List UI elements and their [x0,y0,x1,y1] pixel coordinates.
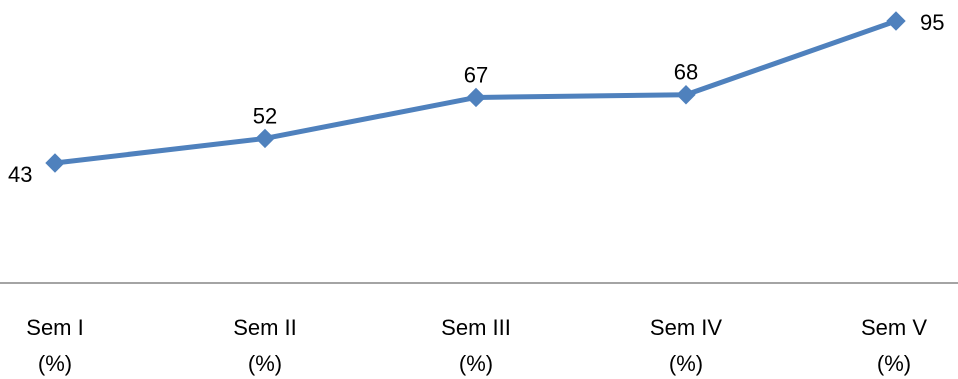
data-point-marker-2 [255,128,275,149]
x-axis-category-labels: Sem I (%) Sem II (%) Sem III (%) Sem IV (%) Sem … [26,315,927,376]
data-point-marker-3 [466,87,486,108]
x-tick-label-3: Sem III [441,315,511,340]
x-tick-unit-1: (%) [38,351,72,376]
data-point-marker-5 [886,11,906,31]
data-point-marker-4 [676,85,696,105]
data-label-1: 43 [8,162,32,187]
x-tick-unit-3: (%) [459,351,493,376]
data-label-3: 67 [464,62,488,87]
data-labels: 43 52 67 68 95 [8,10,944,187]
x-tick-unit-4: (%) [669,351,703,376]
x-tick-label-1: Sem I [26,315,83,340]
x-tick-unit-5: (%) [877,351,911,376]
data-label-2: 52 [253,103,277,128]
series-markers [45,11,906,173]
data-label-5: 95 [920,10,944,35]
x-tick-label-2: Sem II [233,315,297,340]
x-tick-unit-2: (%) [248,351,282,376]
data-label-4: 68 [674,60,698,85]
data-point-marker-1 [45,153,65,173]
x-tick-label-4: Sem IV [650,315,722,340]
x-tick-label-5: Sem V [861,315,927,340]
